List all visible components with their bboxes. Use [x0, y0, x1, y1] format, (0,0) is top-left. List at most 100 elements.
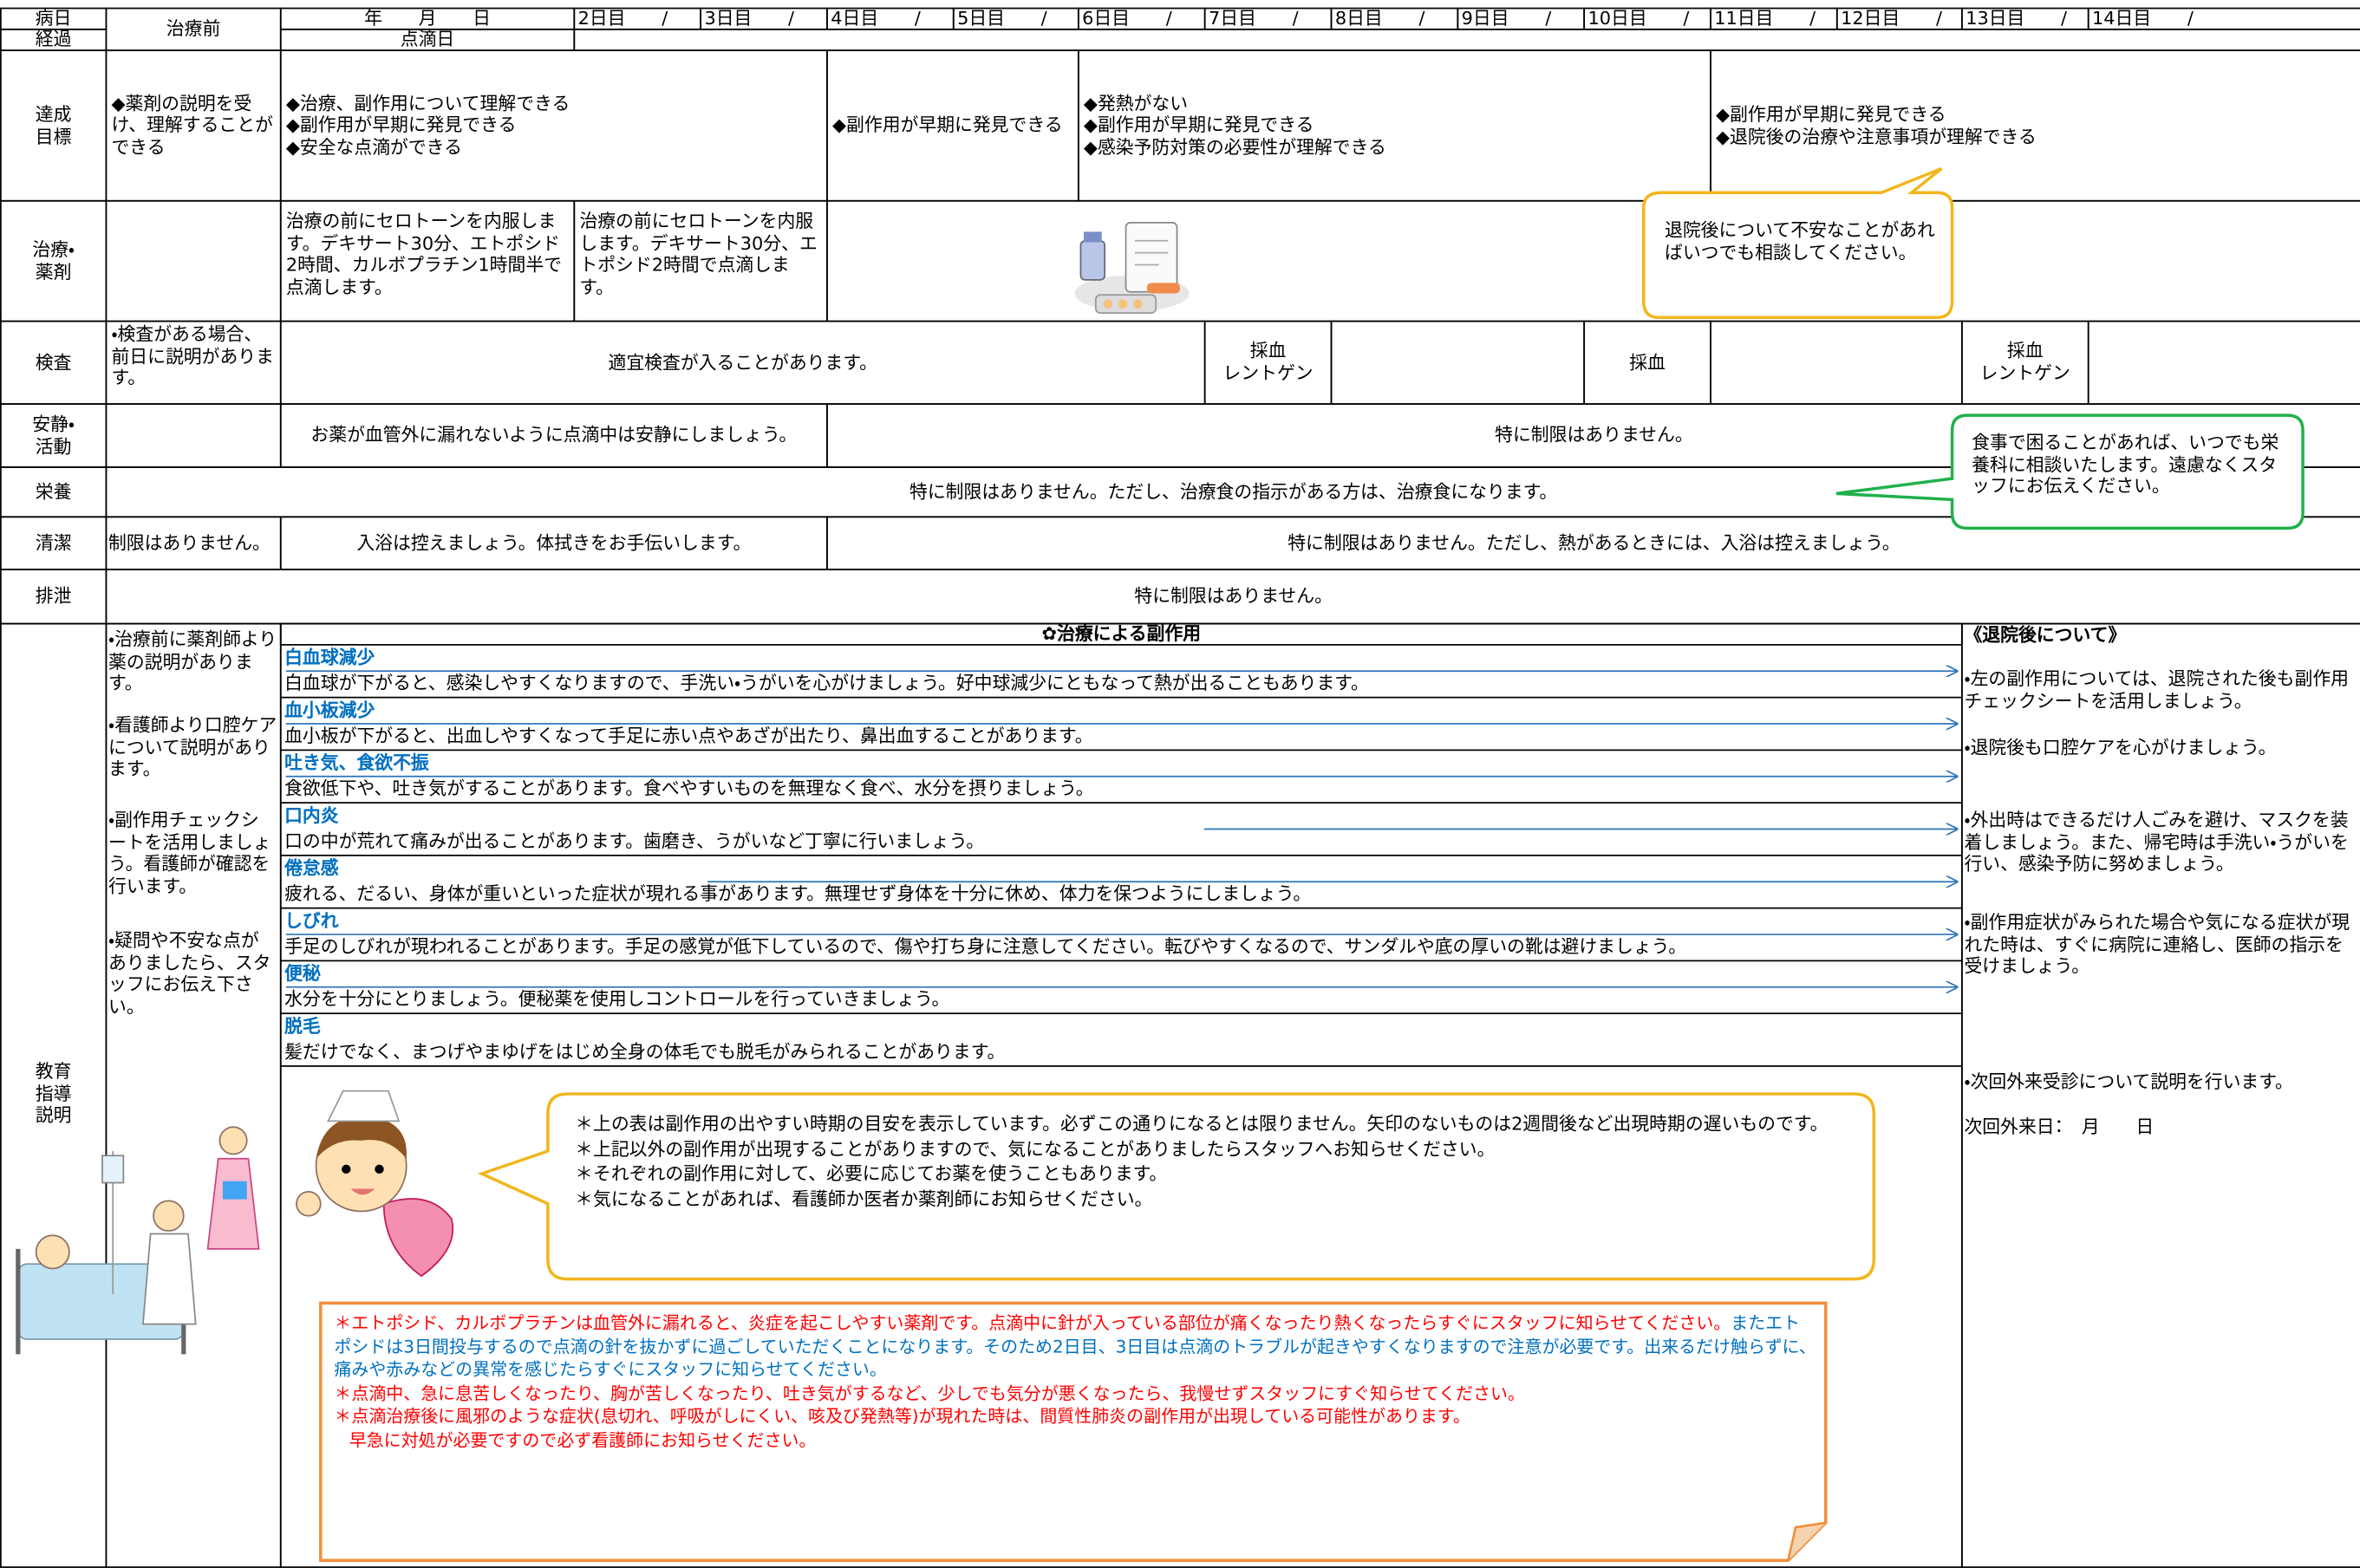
side-effect-text: 疲れる、だるい、身体が重いといった症状が現れる事があります。無理せず身体を十分に…: [279, 881, 1963, 909]
day-head: 14日目 /: [2092, 8, 2194, 29]
nurse-note: ＊上の表は副作用の出やすい時期の目安を表示しています。必ずこの通りになるとは限り…: [575, 1113, 1829, 1135]
side-effect-name: 脱毛: [284, 1015, 321, 1037]
row-label-text: 清潔: [35, 532, 72, 554]
day-head: 2日目 /: [577, 8, 668, 29]
discharge-note: ・左の副作用については、退院された後も副作用チェックシートを活用しましょう。: [1964, 668, 2358, 712]
treatment-cell: 治療の前にセロトーンを内服します。デキサート30分、エトポシド2時間で点滴します…: [573, 199, 828, 322]
warning-text: ＊点滴治療後に風邪のような症状(息切れ、呼吸がしにくい、咳及び発熱等)が現れた時…: [334, 1405, 1470, 1427]
side-effect-name: 便秘: [280, 960, 1963, 987]
treatment-cell: 治療の前にセロトーンを内服します。デキサート30分、エトポシド2時間で点滴します…: [579, 211, 818, 298]
pre-note: ・看護師より口腔ケアについて説明があります。: [108, 715, 277, 781]
nurse-note: ＊気になることがあれば、看護師か医者か薬剤師にお知らせください。: [575, 1188, 1153, 1210]
next-visit: 次回外来日： 月 日: [1964, 1116, 2155, 1138]
side-effect-text: 手足のしびれが現われることがあります。手足の感覚が低下しているので、傷や打ち身に…: [279, 933, 1963, 962]
callout-text: 退院後について不安なことがあればいつでも相談してください。: [1665, 219, 1935, 264]
nurse-note: ＊上記以外の副作用が出現することがありますので、気になることがありましたらスタッ…: [575, 1138, 1496, 1160]
nurse-note: ＊それぞれの副作用に対して、必要に応じてお薬を使うこともあります。: [575, 1163, 1168, 1185]
day-head: 13日目 /: [1966, 8, 2068, 29]
discharge-note: ・次回外来受診について説明を行います。: [1964, 1071, 2358, 1093]
discharge-note: ・次回外来受診について説明を行います。: [1964, 1071, 2293, 1093]
side-effect-name: しびれ: [280, 908, 1963, 934]
medicine-illustration: [1074, 222, 1190, 314]
callout-text: 食事で困ることがあれば、いつでも栄養科に相談いたします。遠慮なくスタッフにお伝え…: [1972, 432, 2279, 498]
day-head: 11日目 /: [1714, 8, 1816, 29]
row-label-text: 治療・薬剤: [32, 238, 75, 283]
goal-cell-line: ◆発熱がない: [1083, 92, 1189, 114]
arrow-group: [285, 671, 1957, 987]
side-effect-name: 血小板減少: [280, 697, 1963, 724]
side-effect-name: 脱毛: [280, 1012, 1963, 1039]
side-effect-name: 口内炎: [280, 802, 1963, 829]
callout-yellow: [1641, 166, 1954, 320]
callout-text: 食事で困ることがあれば、いつでも栄養科に相談いたします。遠慮なくスタッフにお伝え…: [1972, 432, 2288, 498]
warning-text: 早急に対処が必要ですので必ず看護師にお知らせください。: [349, 1428, 817, 1450]
goal-cell-line: ◆副作用が早期に発見できる: [1083, 114, 1314, 136]
side-effect-text: 血小板が下がると、出血しやすくなって手足に赤い点やあざが出たり、鼻出血することが…: [279, 722, 1963, 751]
pre-note: ・副作用チェックシートを活用しましょう。看護師が確認を行います。: [108, 810, 277, 898]
next-visit: 次回外来日： 月 日: [1964, 1116, 2355, 1138]
discharge-title: 《退院後について》: [1964, 624, 2355, 646]
tests-day-line: 採血: [1249, 340, 1287, 362]
row-label-text: 安静・活動: [32, 413, 75, 457]
discharge-note: ・副作用症状がみられた場合や気になる症状が現れた時は、すぐに病院に連絡し、医師の…: [1964, 912, 2350, 978]
side-effect-text: 水分を十分にとりましょう。便秘薬を使用しコントロールを行っていきましょう。: [284, 988, 950, 1010]
side-effect-name: 便秘: [284, 962, 321, 984]
row-label-text: 教育指導説明: [35, 1060, 72, 1126]
warning-text: またエトポシドは3日間投与するので点滴の針を抜かずに過ごしていただくことになりま…: [334, 1311, 1816, 1380]
nurse-illustration: [296, 1090, 454, 1278]
pre-note: ・治療前に薬剤師より薬の説明があります。: [108, 629, 277, 695]
side-effect-name: 白血球減少: [284, 646, 375, 668]
callout-text: 退院後について不安なことがあればいつでも相談してください。: [1665, 219, 1935, 264]
side-effect-name: 血小板減少: [284, 699, 375, 721]
discharge-note: ・退院後も口腔ケアを心がけましょう。: [1964, 737, 2277, 758]
pre-note: ・看護師より口腔ケアについて説明があります。: [108, 714, 277, 780]
discharge-note: ・外出時はできるだけ人ごみを避け、マスクを装着しましょう。また、帰宅時は手洗い・…: [1964, 810, 2358, 875]
day-head: 4日目 /: [831, 8, 921, 29]
activity-drip: お薬が血管外に漏れないように点滴中は安静にしましょう。: [279, 403, 828, 468]
warning-para: ＊点滴治療後に風邪のような症状(息切れ、呼吸がしにくい、咳及び発熱等)が現れた時…: [334, 1406, 1816, 1429]
side-effect-name: 倦怠感: [284, 856, 339, 879]
nurse-notes: ＊上の表は副作用の出やすい時期の目安を表示しています。必ずこの通りになるとは限り…: [575, 1114, 1855, 1213]
goal-cell-line: ◆副作用が早期に発見できる: [1716, 103, 1946, 125]
activity-other: 特に制限はありません。: [1495, 424, 1693, 446]
side-effect-text: 髪だけでなく、まつげやまゆげをはじめ全身の体毛でも脱毛がみられることがあります。: [279, 1038, 1963, 1067]
side-effect-text: 血小板が下がると、出血しやすくなって手足に赤い点やあざが出たり、鼻出血することが…: [284, 725, 1093, 746]
tests-day: 採血: [1629, 351, 1666, 373]
side-effect-text: 髪だけでなく、まつげやまゆげをはじめ全身の体毛でも脱毛がみられることがあります。: [284, 1040, 1006, 1063]
treatment-cell: 治療の前にセロトーンを内服します。デキサート30分、エトポシド2時間、カルボプラ…: [279, 199, 576, 322]
day-head: 8日目 /: [1334, 8, 1425, 29]
excretion-text: 特に制限はありません。: [1134, 585, 1333, 607]
day-head: 9日目 /: [1461, 8, 1552, 29]
activity-drip: お薬が血管外に漏れないように点滴中は安静にしましょう。: [310, 424, 798, 446]
warning-para: ＊点滴中、急に息苦しくなったり、胸が苦しくなったり、吐き気がするなど、少しでも気…: [334, 1383, 1816, 1406]
goal-cell: ◆発熱がない ◆副作用が早期に発見できる ◆感染予防対策の必要性が理解できる: [1077, 49, 1711, 202]
side-effect-text: 水分を十分にとりましょう。便秘薬を使用しコントロールを行っていきましょう。: [279, 986, 1963, 1015]
day-head: 5日目 /: [957, 8, 1047, 29]
callout-green: [1835, 413, 2305, 530]
pre-note: ・疑問や不安な点がありましたら、スタッフにお伝え下さい。: [108, 929, 271, 1018]
hygiene-other: 特に制限はありません。ただし、熱があるときには、入浴は控えましょう。: [1288, 532, 1900, 554]
goal-cell-line: ◆退院後の治療や注意事項が理解できる: [1716, 125, 2037, 147]
side-effect-text: 口の中が荒れて痛みが出ることがあります。歯磨き、うがいなど丁寧に行いましょう。: [279, 828, 1963, 856]
side-effect-text: 口の中が荒れて痛みが出ることがあります。歯磨き、うがいなど丁寧に行いましょう。: [284, 830, 985, 852]
tests-day-line: 採血: [2006, 340, 2044, 362]
warning-para: ＊エトポシド、カルボプラチンは血管外に漏れると、炎症を起こしやすい薬剤です。点滴…: [334, 1312, 1816, 1383]
warnings: ＊エトポシド、カルボプラチンは血管外に漏れると、炎症を起こしやすい薬剤です。点滴…: [334, 1312, 1816, 1453]
side-effects-title: ✿治療による副作用: [1041, 623, 1202, 645]
day-head: 6日目 /: [1082, 8, 1172, 29]
goal-cell-line: ◆感染予防対策の必要性が理解できる: [1083, 136, 1386, 158]
discharge-note: ・左の副作用については、退院された後も副作用チェックシートを活用しましょう。: [1964, 667, 2350, 712]
tests-day-line: レントゲン: [1979, 362, 2070, 384]
pre-note: ・副作用チェックシートを活用しましょう。看護師が確認を行います。: [108, 809, 271, 897]
tests-general: 適宜検査が入ることがあります。: [608, 351, 877, 373]
callout-nurse: [477, 1092, 1876, 1281]
goal-cell-line: ◆薬剤の説明を受け、理解することができる: [111, 92, 273, 158]
side-effect-text: 食欲低下や、吐き気がすることがあります。食べやすいものを無理なく食べ、水分を摂り…: [284, 777, 1094, 799]
side-effect-name: 吐き気、食欲不振: [280, 750, 1963, 777]
pre-treatment-head: 治療前: [166, 18, 221, 40]
side-effects-title: ✿治療による副作用: [279, 622, 1963, 646]
treatment-cell: 治療の前にセロトーンを内服します。デキサート30分、エトポシド2時間、カルボプラ…: [285, 211, 563, 298]
